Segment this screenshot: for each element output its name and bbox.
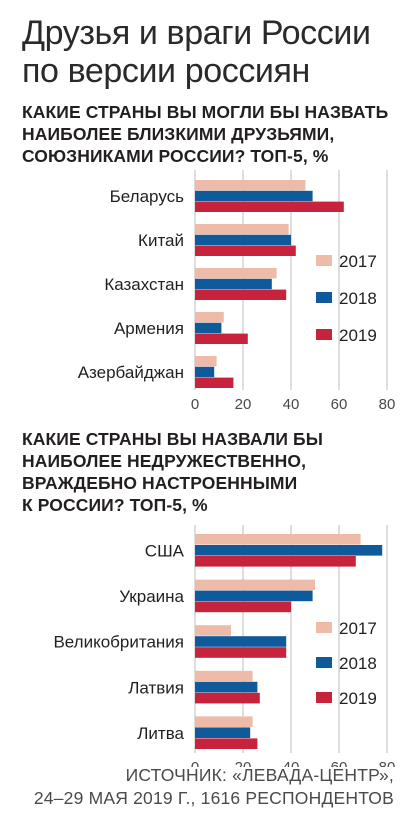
category-label: Беларусь — [110, 187, 184, 206]
x-tick-label: 60 — [331, 759, 348, 767]
legend-label: 2019 — [339, 326, 377, 345]
page-title: Друзья и враги России по версии россиян — [22, 14, 402, 90]
x-tick-label: 0 — [191, 396, 199, 413]
category-label: Казахстан — [104, 275, 184, 294]
bar-2018 — [195, 234, 291, 246]
legend-label: 2019 — [339, 689, 377, 708]
bar-2018 — [195, 190, 313, 202]
bar-2018 — [195, 590, 313, 602]
legend-label: 2017 — [339, 619, 377, 638]
bar-2017 — [195, 625, 231, 636]
enemies-bar-chart: 0 20 40 60 80 США Украина Великобритания Латвия Л… — [53, 525, 396, 767]
category-label: Великобритания — [53, 633, 184, 652]
bar-2019 — [195, 245, 296, 256]
bar-2019 — [195, 647, 287, 658]
bar-2019 — [195, 201, 344, 212]
legend-label: 2018 — [339, 289, 377, 308]
bar-2019 — [195, 601, 291, 613]
category-label: Украина — [119, 587, 184, 606]
chart-2-question-line: К РОССИИ? ТОП-5, % — [22, 495, 208, 515]
x-tick-label: 20 — [235, 759, 252, 767]
chart-2-question-line: НАИБОЛЕЕ НЕДРУЖЕСТВЕННО, — [22, 451, 307, 471]
bar-2018 — [195, 545, 383, 556]
bar-2017 — [195, 670, 253, 682]
legend-label: 2018 — [339, 654, 377, 673]
bar-2017 — [195, 180, 306, 191]
bar-2019 — [195, 692, 260, 704]
page-title-line-2: по версии россиян — [22, 52, 310, 90]
category-label: Азербайджан — [78, 363, 184, 382]
chart-1-question-line: КАКИЕ СТРАНЫ ВЫ МОГЛИ БЫ НАЗВАТЬ — [22, 102, 389, 122]
source-line: 24–29 МАЯ 2019 Г., 1616 РЕСПОНДЕНТОВ — [33, 788, 394, 808]
x-tick-label: 80 — [379, 396, 396, 413]
x-tick-label: 40 — [283, 396, 300, 413]
bar-2018 — [195, 366, 215, 378]
x-tick-label: 0 — [191, 759, 199, 767]
category-label: Латвия — [128, 678, 184, 697]
page-title-line-1: Друзья и враги России — [22, 14, 371, 52]
chart-1-question: КАКИЕ СТРАНЫ ВЫ МОГЛИ БЫ НАЗВАТЬ НАИБОЛЕ… — [22, 101, 402, 167]
bar-2019 — [195, 289, 287, 300]
chart-1-question-line: СОЮЗНИКАМИ РОССИИ? ТОП-5, % — [22, 146, 329, 166]
bar-2017 — [195, 224, 289, 235]
bar-2017 — [195, 534, 361, 545]
x-tick-label: 20 — [235, 396, 252, 413]
legend-swatch-2017 — [316, 622, 332, 633]
category-label: Армения — [114, 319, 184, 338]
chart-2-question: КАКИЕ СТРАНЫ ВЫ НАЗВАЛИ БЫ НАИБОЛЕЕ НЕДР… — [22, 428, 402, 516]
bar-2017 — [195, 356, 217, 367]
legend-swatch-2018 — [316, 292, 332, 303]
legend-swatch-2019 — [316, 692, 332, 703]
legend-swatch-2018 — [316, 657, 332, 668]
bar-2017 — [195, 268, 277, 279]
legend-swatch-2017 — [316, 255, 332, 266]
bar-2019 — [195, 556, 356, 567]
bar-2019 — [195, 738, 258, 749]
bar-2017 — [195, 579, 315, 591]
bar-2018 — [195, 322, 222, 334]
bar-2018 — [195, 681, 258, 693]
bar-2018 — [195, 636, 287, 647]
category-label: Литва — [137, 724, 184, 743]
bar-2019 — [195, 333, 248, 344]
chart-1-question-line: НАИБОЛЕЕ БЛИЗКИМИ ДРУЗЬЯМИ, — [22, 124, 335, 144]
legend-label: 2017 — [339, 252, 377, 271]
bar-2017 — [195, 312, 224, 323]
bar-2017 — [195, 716, 253, 727]
category-label: США — [145, 542, 185, 561]
x-tick-label: 80 — [379, 759, 396, 767]
source-line: ИСТОЧНИК: «ЛЕВАДА-ЦЕНТР», — [125, 765, 394, 785]
bar-2018 — [195, 727, 251, 738]
chart-2-question-line: ВРАЖДЕБНО НАСТРОЕННЫМИ — [22, 473, 298, 493]
bar-2018 — [195, 278, 272, 290]
x-tick-label: 60 — [331, 396, 348, 413]
bar-2019 — [195, 377, 234, 388]
legend-swatch-2019 — [316, 329, 332, 340]
category-label: Китай — [138, 231, 184, 250]
friends-bar-chart: 0 20 40 60 80 Беларусь Китай Казахстан Армения Аз… — [78, 170, 396, 413]
x-tick-label: 40 — [283, 759, 300, 767]
chart-2-question-line: КАКИЕ СТРАНЫ ВЫ НАЗВАЛИ БЫ — [22, 429, 323, 449]
source-note: ИСТОЧНИК: «ЛЕВАДА-ЦЕНТР», 24–29 МАЯ 2019… — [34, 764, 394, 810]
